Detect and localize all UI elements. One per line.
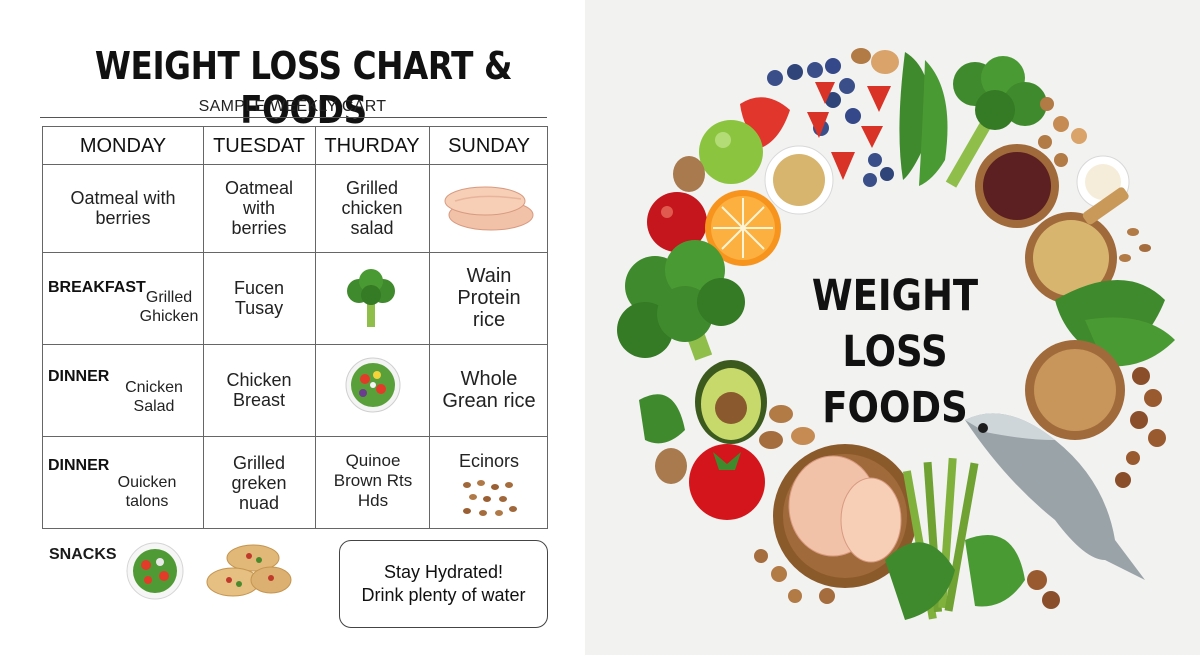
table-cell: Grilled greken nuad [231,453,287,513]
hydration-line-2: Drink plenty of water [361,585,526,605]
hydration-reminder-box: Stay Hydrated! Drink plenty of water [339,540,548,628]
meal-label-dinner: DINNER [48,457,110,474]
hydration-line-1: Stay Hydrated! [383,562,504,582]
foods-ring-panel: WEIGHT LOSS FOODS [585,0,1200,655]
table-row-divider [43,252,547,253]
header-sunday: SUNDAY [448,134,530,157]
table-cell: Oatmeal with berries [224,178,294,238]
header-monday: MONDAY [79,134,167,157]
weekly-meal-table: MONDAY TUESDAT THURDAY SUNDAY Oatmeal wi… [42,126,548,529]
table-row-divider [43,344,547,345]
meal-sub-text: Grilled Ghicken [139,289,199,325]
header-tuesdat: TUESDAT [213,134,305,157]
table-cell: Chicken Breast [226,370,292,410]
table-cell: Oatmeal with berries [70,188,176,228]
chicken-breast-image [444,186,534,231]
table-cell: Whole Grean rice [442,368,536,412]
table-column-divider [203,127,204,528]
table-cell: Grilled chicken salad [341,178,403,238]
table-cell: Fucen Tusay [233,278,285,318]
table-column-divider [315,127,316,528]
salad-bowl-image [345,357,401,413]
meal-label-dinner: DINNER [48,368,110,385]
table-cell: Wain Protein rice [457,265,521,331]
foods-title-line-1: WEIGHT LOSS [811,271,979,377]
foods-ring-illustration [617,48,1175,620]
meal-sub-text: Ouicken talons [117,474,177,510]
page-title: WEIGHT LOSS CHART & FOODS [94,44,513,132]
table-cell: Quinoe Brown Rts Hds [333,451,413,510]
weekly-chart-panel: WEIGHT LOSS CHART & FOODS SAMPLE WEEKLY … [0,0,585,655]
subtitle-divider [40,117,547,118]
snack-salad-image [126,542,184,600]
foods-title-line-2: FOODS [822,383,968,433]
snack-crackers-image [206,544,292,597]
table-column-divider [429,127,430,528]
table-row-divider [43,436,547,437]
meal-sub-text: Cnicken Salad [125,379,183,415]
header-thurday: THURDAY [324,134,420,157]
nuts-image [463,480,517,516]
table-row-divider [43,164,547,165]
table-cell: Ecinors [458,451,520,471]
broccoli-image [347,269,395,327]
meal-label-breakfast: BREAKFAST [48,279,146,296]
foods-title: WEIGHT LOSS FOODS [766,268,1024,436]
page-subtitle: SAMPLE WEEKLY CART [198,98,387,115]
snacks-label: SNACKS [49,546,117,563]
